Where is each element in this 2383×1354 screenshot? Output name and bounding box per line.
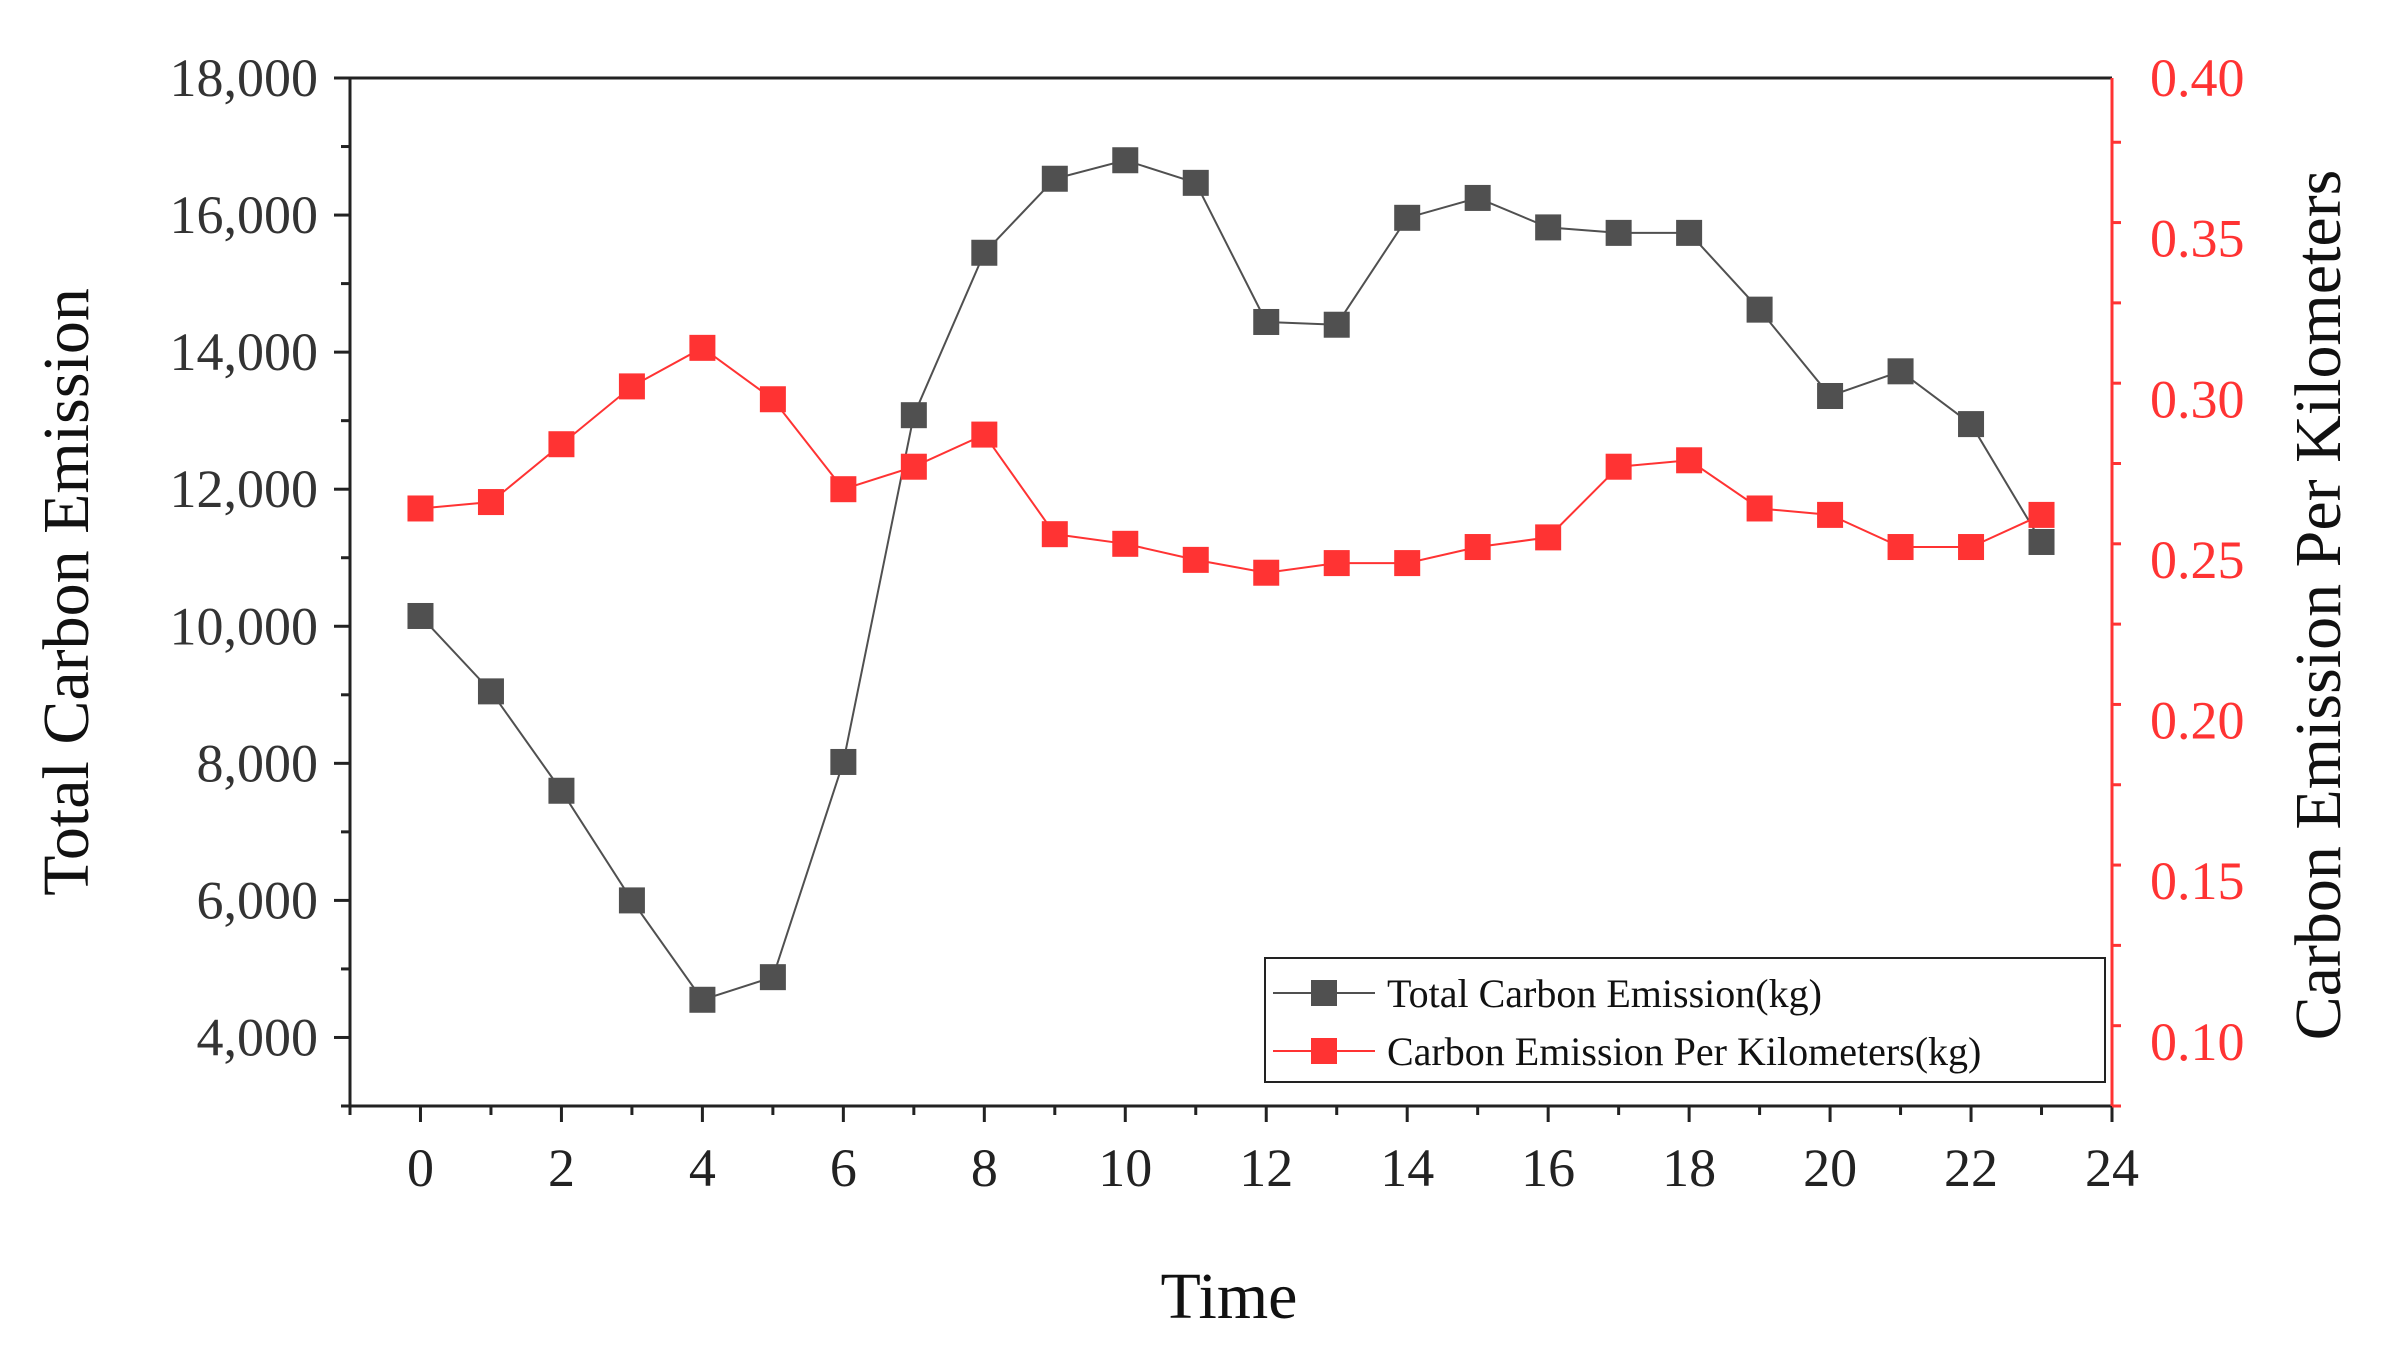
y-right-tick-label: 0.30 [2150,369,2245,429]
y-right-tick-label: 0.20 [2150,691,2245,751]
series-layer [407,147,2055,1013]
series-2-point [971,421,998,448]
x-tick-label: 14 [1380,1138,1434,1198]
y-left-tick-label: 12,000 [170,459,319,519]
series-1-point [1958,411,1985,438]
y-right-tick-label: 0.10 [2150,1012,2245,1072]
x-tick-label: 20 [1803,1138,1857,1198]
series-1-point [1817,382,1844,409]
series-2-point [1605,453,1632,480]
y-right-tick-label: 0.40 [2150,48,2245,108]
series-1-point [1394,204,1421,231]
series-1-point [548,777,575,804]
y-left-tick-label: 4,000 [197,1007,319,1067]
y-right-tick-label: 0.25 [2150,530,2245,590]
series-2-point [759,386,786,413]
series-1-point [1887,358,1914,385]
y-left-tick-label: 16,000 [170,185,319,245]
axes-layer: 0 2 4 6 8 10 12 14 16 18 20 22 244,0006,0008,00010,0… [170,48,2245,1198]
y-right-tick-label: 0.35 [2150,209,2245,269]
series-1-point [689,986,716,1013]
legend-marker-1 [1311,980,1337,1006]
series-2-point [1887,534,1914,561]
x-tick-label: 24 [2085,1138,2139,1198]
x-tick-label: 6 [830,1138,857,1198]
series-2-point [830,476,857,503]
x-tick-label: 18 [1662,1138,1716,1198]
series-2-point [900,453,927,480]
axis-labels: Time Total Carbon Emission Carbon Emissi… [30,170,2355,1333]
series-2-point [548,431,575,458]
y-left-tick-label: 18,000 [170,48,319,108]
series-1-point [1464,184,1491,211]
series-1-point [1323,311,1350,338]
series-2-point [1958,534,1985,561]
series-1-point [1112,147,1139,174]
series-1-point [1676,219,1703,246]
series-2-point [1323,550,1350,577]
series-1-point [971,239,998,266]
series-2-point [1253,559,1280,586]
x-tick-label: 16 [1521,1138,1575,1198]
x-tick-label: 4 [689,1138,716,1198]
series-1-point [1535,214,1562,241]
y-axis-left-label: Total Carbon Emission [30,288,103,896]
y-left-tick-label: 14,000 [170,322,319,382]
series-1-point [830,748,857,775]
series-1-point [2028,528,2055,555]
series-2-point [689,334,716,361]
series-2-point [1746,495,1773,522]
x-tick-label: 8 [971,1138,998,1198]
series-1-point [1253,308,1280,335]
series-1-point [1182,169,1209,196]
x-tick-label: 2 [548,1138,575,1198]
series-2-point [1041,521,1068,548]
x-tick-label: 22 [1944,1138,1998,1198]
series-line-1 [419,159,2043,1001]
legend-marker-2 [1311,1038,1337,1064]
series-1-point [1605,219,1632,246]
series-2-point [407,495,434,522]
legend-label-1: Total Carbon Emission(kg) [1387,971,1822,1016]
legend-label-2: Carbon Emission Per Kilometers(kg) [1387,1029,1981,1074]
series-1-point [477,678,504,705]
y-left-tick-label: 10,000 [170,596,319,656]
x-axis-label: Time [1161,1260,1298,1333]
series-1-point [618,887,645,914]
x-tick-label: 0 [407,1138,434,1198]
series-2-point [1394,550,1421,577]
series-2-point [1535,524,1562,551]
series-2-point [477,489,504,516]
series-2-point [1112,530,1139,557]
series-2-point [1817,501,1844,528]
series-1-point [407,602,434,629]
series-1-point [759,964,786,991]
series-2-point [618,373,645,400]
y-axis-right-label: Carbon Emission Per Kilometers [2282,170,2355,1041]
y-left-tick-label: 6,000 [197,870,319,930]
series-2-point [2028,501,2055,528]
series-1-point [900,402,927,429]
series-2-point [1676,447,1703,474]
series-1-point [1746,296,1773,323]
y-right-tick-label: 0.15 [2150,851,2245,911]
series-2-point [1464,534,1491,561]
legend-box [1264,957,2106,1083]
x-tick-label: 12 [1239,1138,1293,1198]
series-line-2 [420,346,2042,574]
series-2-point [1182,546,1209,573]
y-left-tick-label: 8,000 [197,733,319,793]
legend: Total Carbon Emission(kg) Carbon Emission… [1264,957,2106,1083]
x-tick-label: 10 [1098,1138,1152,1198]
series-1-point [1041,165,1068,192]
